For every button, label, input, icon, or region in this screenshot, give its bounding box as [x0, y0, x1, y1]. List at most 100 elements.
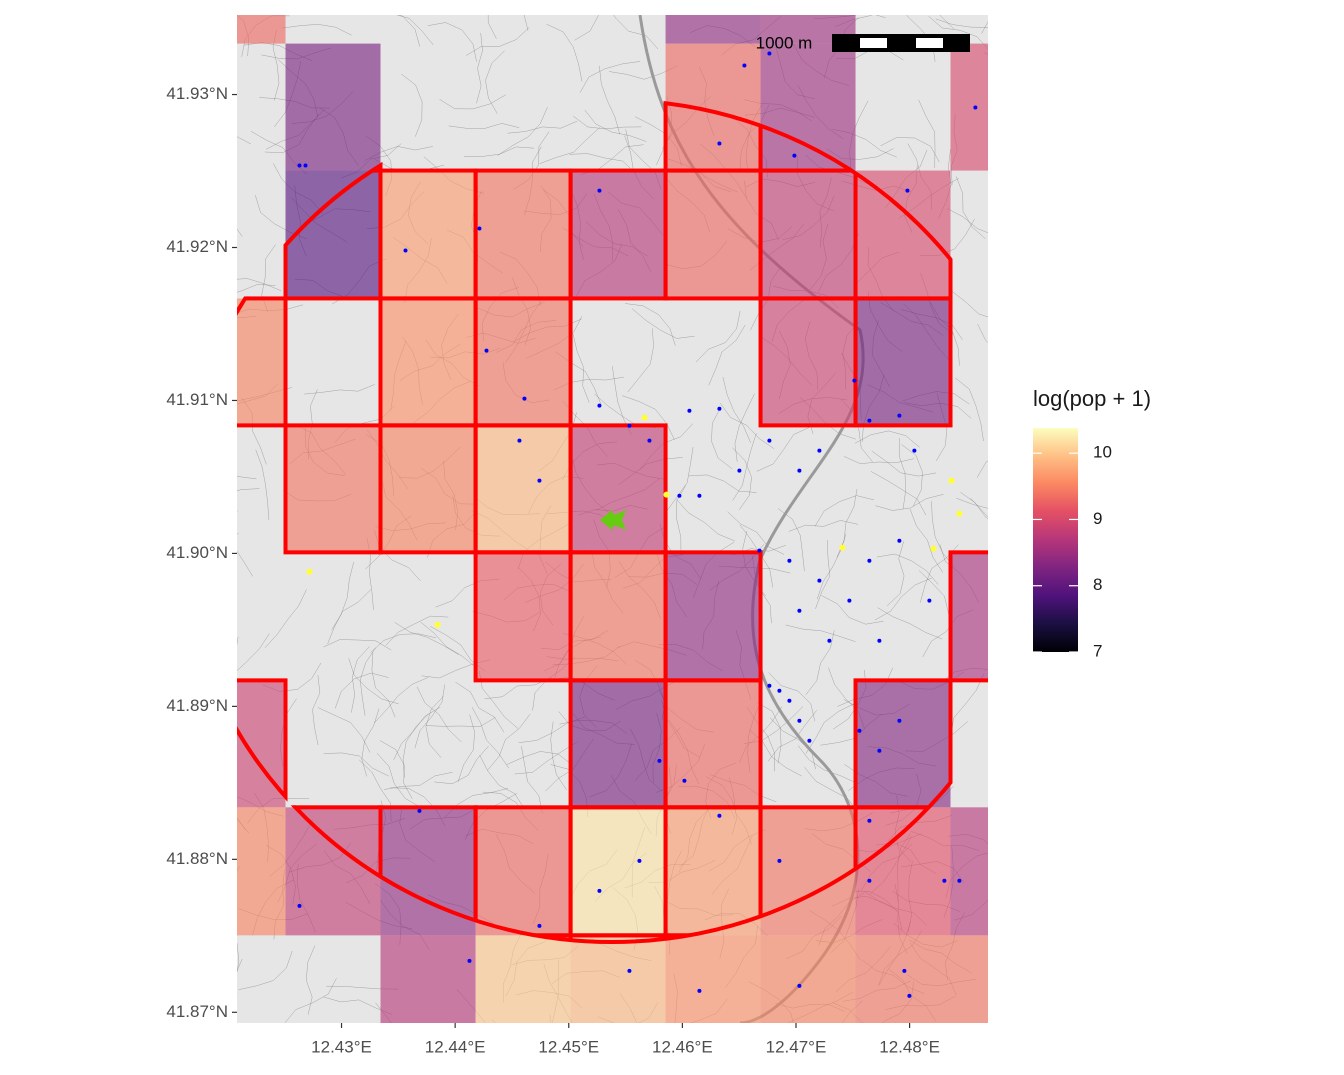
- point: [797, 608, 802, 613]
- highlight-point: [641, 414, 648, 421]
- street: [402, 713, 429, 778]
- population-cell: [950, 552, 988, 681]
- street: [305, 945, 316, 1015]
- street: [770, 717, 816, 770]
- street: [455, 681, 505, 733]
- population-cell: [665, 807, 761, 936]
- street: [506, 751, 573, 766]
- street: [722, 376, 751, 443]
- population-cell: [285, 43, 381, 171]
- street: [327, 589, 372, 644]
- x-tick-label: 12.46°E: [652, 1037, 713, 1056]
- x-tick-label: 12.43°E: [311, 1037, 372, 1056]
- point: [827, 638, 832, 643]
- population-cell: [237, 807, 286, 936]
- street: [370, 633, 437, 653]
- street: [584, 109, 647, 142]
- point: [867, 418, 872, 423]
- street: [951, 290, 988, 318]
- street: [374, 677, 429, 723]
- x-tick-label: 12.45°E: [538, 1037, 599, 1056]
- street: [457, 714, 475, 782]
- street: [427, 22, 477, 62]
- street: [237, 476, 257, 480]
- x-tick-label: 12.48°E: [879, 1037, 940, 1056]
- population-cell: [380, 935, 476, 1023]
- population-cell: [665, 680, 761, 808]
- street: [572, 333, 590, 403]
- street: [631, 308, 695, 339]
- point: [902, 968, 907, 973]
- point: [777, 858, 782, 863]
- street: [981, 21, 988, 34]
- street: [874, 577, 932, 621]
- street: [843, 456, 914, 464]
- street: [448, 123, 520, 129]
- street: [688, 474, 757, 493]
- highlight-point: [948, 477, 955, 484]
- street: [471, 707, 510, 769]
- street: [732, 433, 757, 501]
- point: [867, 818, 872, 823]
- point: [797, 983, 802, 988]
- population-cell: [950, 43, 988, 171]
- point: [907, 993, 912, 998]
- street: [237, 278, 282, 291]
- point: [912, 448, 917, 453]
- street: [886, 541, 905, 606]
- street: [401, 73, 423, 137]
- point: [927, 598, 932, 603]
- population-cell: [760, 807, 856, 936]
- street: [398, 15, 421, 47]
- street: [237, 488, 260, 492]
- highlight-point: [434, 621, 441, 628]
- point: [717, 141, 722, 146]
- point: [777, 688, 782, 693]
- highlight-point: [956, 510, 963, 517]
- street: [767, 710, 817, 762]
- point: [597, 888, 602, 893]
- x-tick-label: 12.44°E: [425, 1037, 486, 1056]
- point: [767, 683, 772, 688]
- population-cell: [570, 935, 666, 1023]
- street: [875, 494, 944, 511]
- population-cell: [237, 15, 286, 44]
- street: [463, 146, 535, 158]
- street: [785, 624, 856, 642]
- population-cell: [665, 552, 761, 681]
- population-cell: [950, 935, 988, 1023]
- point: [717, 406, 722, 411]
- point: [737, 468, 742, 473]
- street: [814, 495, 875, 527]
- population-cell: [570, 807, 666, 936]
- point: [403, 248, 408, 253]
- street: [574, 15, 599, 41]
- population-cell: [285, 425, 381, 553]
- cell-outline: [853, 296, 953, 428]
- y-tick-label: 41.91°N: [166, 390, 228, 409]
- street: [676, 499, 735, 542]
- street: [523, 15, 529, 31]
- highlight-point: [306, 568, 313, 575]
- population-cell: [760, 43, 856, 171]
- street: [539, 127, 600, 164]
- point: [817, 578, 822, 583]
- point: [597, 403, 602, 408]
- street: [901, 444, 923, 507]
- legend-title: log(pop + 1): [1033, 386, 1151, 411]
- point: [627, 423, 632, 428]
- point: [297, 163, 302, 168]
- street: [898, 438, 906, 509]
- street: [348, 658, 399, 705]
- colorbar-label: 10: [1093, 443, 1112, 462]
- street: [487, 15, 497, 39]
- street: [304, 384, 375, 395]
- street: [695, 310, 741, 363]
- street: [622, 395, 675, 440]
- x-tick-label: 12.47°E: [766, 1037, 827, 1056]
- street: [805, 630, 835, 696]
- point: [797, 468, 802, 473]
- point: [942, 878, 947, 883]
- cell-outline: [948, 550, 988, 683]
- population-cell: [380, 425, 476, 553]
